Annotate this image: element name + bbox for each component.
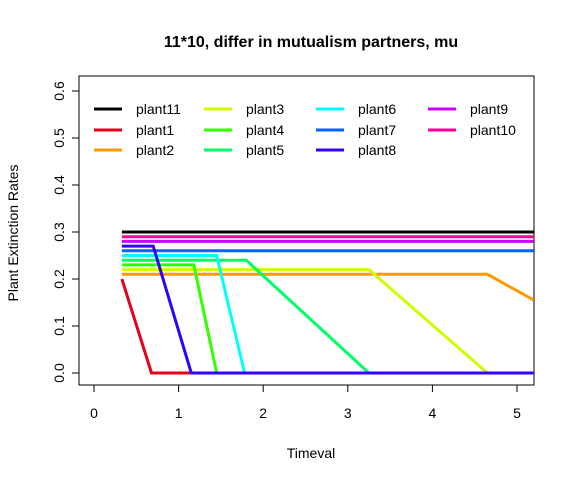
legend-label: plant3 xyxy=(246,101,284,117)
x-tick-label: 1 xyxy=(175,405,183,421)
legend-entry-plant1: plant1 xyxy=(94,122,174,138)
y-tick-label: 0.0 xyxy=(51,363,67,383)
series-line-plant4 xyxy=(122,265,534,373)
x-axis: 0 1 2 3 4 5 xyxy=(90,385,521,421)
legend-entry-plant6: plant6 xyxy=(316,101,396,117)
y-tick-label: 0.1 xyxy=(51,316,67,336)
legend-entry-plant4: plant4 xyxy=(204,122,284,138)
y-tick-label: 0.5 xyxy=(51,128,67,148)
series-line-plant5 xyxy=(122,260,534,373)
legend-label: plant8 xyxy=(358,142,396,158)
series-layer xyxy=(122,232,534,373)
legend-entry-plant3: plant3 xyxy=(204,101,284,117)
y-tick-label: 0.3 xyxy=(51,222,67,242)
legend-label: plant7 xyxy=(358,122,396,138)
legend-label: plant1 xyxy=(136,122,174,138)
legend-label: plant6 xyxy=(358,101,396,117)
y-tick-label: 0.4 xyxy=(51,175,67,195)
legend-entry-plant2: plant2 xyxy=(94,142,174,158)
legend-label: plant11 xyxy=(136,101,181,117)
x-tick-label: 3 xyxy=(344,405,352,421)
x-tick-label: 2 xyxy=(259,405,267,421)
x-tick-label: 4 xyxy=(429,405,437,421)
y-tick-label: 0.2 xyxy=(51,269,67,289)
legend-label: plant4 xyxy=(246,122,284,138)
x-tick-label: 5 xyxy=(513,405,521,421)
y-axis: 0.0 0.1 0.2 0.3 0.4 0.5 0.6 xyxy=(51,81,79,383)
legend-label: plant2 xyxy=(136,142,174,158)
legend-entry-plant7: plant7 xyxy=(316,122,396,138)
chart-title: 11*10, differ in mutualism partners, mu xyxy=(164,34,458,51)
legend-entry-plant11: plant11 xyxy=(94,101,181,117)
legend-label: plant9 xyxy=(470,101,508,117)
legend-label: plant10 xyxy=(470,122,516,138)
series-line-plant2 xyxy=(122,274,534,300)
legend-label: plant5 xyxy=(246,142,284,158)
legend-entry-plant5: plant5 xyxy=(204,142,284,158)
y-axis-label: Plant Extinction Rates xyxy=(5,165,21,302)
x-axis-label: Timeval xyxy=(287,445,336,461)
legend: plant11 plant1 plant2 plant3 plant4 plant5 pla… xyxy=(94,101,516,158)
legend-entry-plant8: plant8 xyxy=(316,142,396,158)
series-line-plant3 xyxy=(122,270,534,373)
legend-entry-plant9: plant9 xyxy=(428,101,508,117)
x-tick-label: 0 xyxy=(90,405,98,421)
y-tick-label: 0.6 xyxy=(51,81,67,101)
legend-entry-plant10: plant10 xyxy=(428,122,516,138)
